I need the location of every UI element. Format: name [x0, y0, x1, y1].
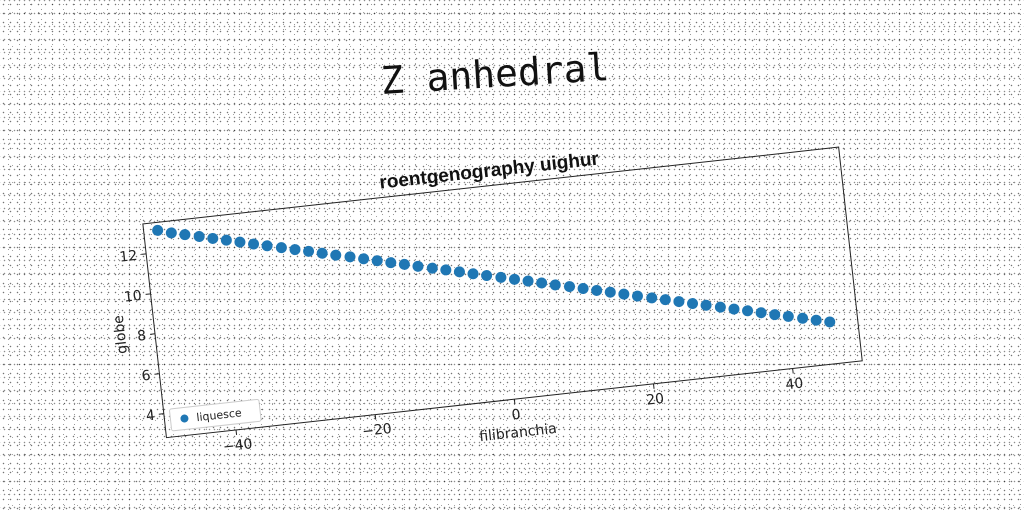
data-points	[152, 224, 836, 328]
x-tick-mark	[374, 414, 377, 420]
data-point	[385, 257, 397, 269]
data-point	[303, 245, 315, 257]
plot-area	[142, 146, 863, 439]
data-point	[564, 281, 576, 293]
data-point	[179, 229, 191, 241]
data-point	[673, 296, 685, 308]
figure-title: Z anhedral	[379, 45, 611, 103]
x-tick-label: 0	[511, 407, 522, 424]
data-point	[536, 277, 548, 289]
x-tick-mark	[235, 429, 238, 435]
y-tick-mark	[154, 373, 160, 375]
x-tick-label: 20	[646, 391, 665, 409]
data-point	[426, 262, 438, 274]
data-point	[769, 309, 781, 321]
y-tick-mark	[158, 413, 164, 415]
data-point	[659, 294, 671, 306]
data-point	[289, 244, 301, 256]
chart-title: roentgenography uighur	[378, 148, 600, 193]
y-tick-label: 4	[145, 408, 156, 425]
x-axis-label: filibranchia	[479, 421, 558, 445]
chart: roentgenography uighur −40 −20 0 20 40 4 6 8 10 1…	[100, 117, 884, 459]
data-point	[275, 242, 287, 254]
data-point	[549, 279, 561, 291]
data-point	[261, 240, 273, 252]
scatter-chart-svg: roentgenography uighur −40 −20 0 20 40 4 6 8 10 1…	[111, 146, 863, 455]
data-point	[248, 238, 260, 250]
y-tick-mark	[149, 333, 156, 335]
x-tick-mark	[792, 368, 794, 374]
data-point	[797, 312, 809, 324]
data-point	[193, 231, 205, 243]
data-point	[618, 288, 630, 300]
data-point	[728, 303, 740, 315]
data-point	[687, 298, 699, 310]
data-point	[152, 224, 164, 236]
data-point	[165, 227, 177, 239]
y-tick-label: 12	[119, 248, 138, 266]
legend-label: liquesce	[196, 406, 243, 424]
x-tick-mark	[513, 399, 516, 405]
data-point	[234, 236, 246, 248]
data-point	[220, 234, 232, 246]
data-point	[714, 301, 726, 313]
y-tick-label: 6	[141, 368, 152, 385]
data-point	[330, 249, 342, 261]
plot-frame	[142, 146, 863, 439]
data-point	[577, 283, 589, 295]
legend-box	[169, 398, 262, 432]
data-point	[453, 266, 465, 278]
y-tick-mark	[141, 253, 147, 255]
y-tick-label: 10	[123, 288, 142, 306]
data-point	[591, 284, 603, 296]
data-point	[207, 232, 219, 244]
data-point	[316, 247, 328, 259]
y-tick-mark	[145, 293, 151, 295]
data-point	[440, 264, 452, 276]
data-point	[782, 310, 794, 322]
data-point	[398, 258, 410, 270]
x-tick-label: −40	[222, 436, 253, 455]
legend-marker	[180, 414, 189, 423]
y-tick-label: 8	[136, 328, 147, 345]
data-point	[467, 268, 479, 280]
y-axis-label: globe	[111, 314, 131, 354]
data-point	[481, 270, 493, 282]
legend: liquesce	[169, 398, 262, 432]
data-point	[508, 273, 520, 285]
x-tick-label: −20	[361, 421, 392, 440]
data-point	[522, 275, 534, 287]
data-point	[824, 316, 836, 328]
data-point	[412, 260, 424, 272]
data-point	[742, 305, 754, 317]
data-point	[631, 290, 643, 302]
data-point	[371, 255, 383, 267]
data-point	[604, 286, 616, 298]
axis-ticks: −40 −20 0 20 40 4 6 8 10 12	[119, 248, 804, 456]
data-point	[700, 299, 712, 311]
data-point	[755, 307, 767, 319]
data-point	[358, 253, 370, 265]
data-point	[646, 292, 658, 304]
data-point	[344, 251, 356, 263]
x-tick-mark	[652, 383, 655, 389]
data-point	[810, 314, 822, 326]
x-tick-label: 40	[785, 375, 804, 393]
data-point	[495, 271, 507, 283]
